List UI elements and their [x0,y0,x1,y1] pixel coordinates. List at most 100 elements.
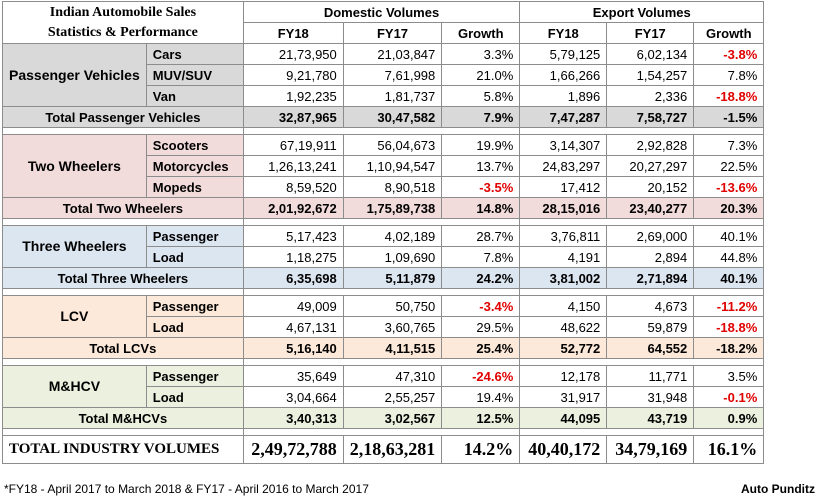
value-cell: 7.8% [441,246,521,268]
table-row: Three Wheelers Passenger 5,17,423 4,02,189 2… [2,225,765,268]
brand-label: Auto Punditz [741,482,815,496]
spacer-cell [2,358,147,366]
value-cell: 11,771 [606,365,695,387]
value-cell: 3,76,811 [519,225,608,247]
subcategory-label: Mopeds [145,176,244,198]
spacer-cell [519,218,607,226]
title-line-2: Statistics & Performance [47,24,198,40]
value-cell: 1,66,266 [519,64,608,86]
total-value-cell: 43,719 [606,407,695,429]
value-cell: 20,152 [606,176,695,198]
table-row: Two Wheelers Scooters 67,19,911 56,04,673 19… [2,134,765,198]
value-cell: 2,894 [606,246,695,268]
total-value-cell: 3,81,002 [519,267,608,289]
grand-total-value: 14.2% [441,435,521,464]
category-label: LCV [2,295,147,338]
value-cell: 4,150 [519,295,608,317]
value-cell: 1,18,275 [242,246,344,268]
spacer-cell [442,289,520,296]
col-export-fy17: FY17 [606,22,695,44]
value-cell: 5,79,125 [519,43,608,65]
value-cell: 2,92,828 [606,134,695,156]
export-header: Export Volumes [519,1,765,23]
spacer-cell [242,218,344,226]
value-cell: 40.1% [693,225,765,247]
total-label: Total Two Wheelers [2,197,244,219]
total-label: Total Three Wheelers [2,267,244,289]
spacer-cell [442,219,520,226]
sales-table: Indian Automobile Sales Statistics & Per… [2,1,765,464]
subcategory-label: Load [145,386,244,408]
spacer-cell [242,358,344,366]
value-cell: 4,67,131 [242,316,344,338]
table-row: MUV/SUV 9,21,780 7,61,998 21.0% 1,66,266 1,54… [3,64,765,86]
grand-total-value: 2,18,63,281 [342,435,443,464]
table-row: Motorcycles 1,26,13,241 1,10,94,547 13.7% 24… [3,155,765,177]
value-cell: -3.4% [441,295,521,317]
spacer-row [2,358,765,366]
value-cell: -18.8% [693,85,765,107]
total-value-cell: 64,552 [606,337,695,359]
value-cell: 21,73,950 [242,43,344,65]
total-value-cell: 40.1% [693,267,765,289]
table-row: M&HCV Passenger 35,649 47,310 -24.6% 12,178 11… [2,365,765,408]
value-cell: 19.9% [441,134,521,156]
value-cell: 29.5% [441,316,521,338]
value-cell: 67,19,911 [242,134,344,156]
value-cell: 5,17,423 [242,225,344,247]
value-cell: -11.2% [693,295,765,317]
value-cell: -0.1% [693,386,765,408]
total-value-cell: 52,772 [519,337,608,359]
value-cell: 12,178 [519,365,608,387]
grand-total-value: 40,40,172 [519,435,608,464]
value-cell: 1,92,235 [242,85,344,107]
total-row: Total Three Wheelers 6,35,698 5,11,879 24.2… [2,267,765,289]
spacer-cell [242,288,344,296]
value-cell: 9,21,780 [242,64,344,86]
value-cell: -3.8% [693,43,765,65]
category-label: Two Wheelers [2,134,147,198]
category-label: Passenger Vehicles [2,43,147,107]
spacer-cell [607,128,694,135]
total-label: Total Passenger Vehicles [2,106,244,128]
total-value-cell: 44,095 [519,407,608,429]
total-value-cell: 24.2% [441,267,521,289]
total-value-cell: 14.8% [441,197,521,219]
spacer-cell [2,127,147,135]
subcategory-label: Passenger [145,365,244,387]
spacer-cell [519,358,607,366]
value-cell: 3,14,307 [519,134,608,156]
value-cell: 35,649 [242,365,344,387]
value-cell: 5.8% [441,85,521,107]
value-cell: 22.5% [693,155,765,177]
value-cell: 17,412 [519,176,608,198]
category-label: Three Wheelers [2,225,147,268]
total-value-cell: 7,58,727 [606,106,695,128]
value-cell: -18.8% [693,316,765,338]
grand-total-row: TOTAL INDUSTRY VOLUMES 2,49,72,788 2,18,63… [2,435,765,464]
category-label: M&HCV [2,365,147,408]
table-row: LCV Passenger 49,009 50,750 -3.4% 4,150 4,673-… [2,295,765,338]
value-cell: 56,04,673 [342,134,443,156]
value-cell: 21.0% [441,64,521,86]
spacer-cell [2,428,147,436]
spacer-cell [146,219,243,226]
value-cell: 1,81,737 [342,85,443,107]
value-cell: 48,622 [519,316,608,338]
value-cell: -3.5% [441,176,521,198]
spacer-cell [2,288,147,296]
subcategory-label: Passenger [145,225,244,247]
spacer-cell [442,128,520,135]
spacer-cell [242,127,344,135]
value-cell: 3.5% [693,365,765,387]
spacer-row [2,218,765,226]
spacer-cell [343,289,442,296]
spacer-row [2,428,765,436]
spacer-cell [146,359,243,366]
total-value-cell: 5,16,140 [242,337,344,359]
spacer-cell [693,288,765,296]
subcategory-label: Motorcycles [145,155,244,177]
spacer-cell [607,219,694,226]
value-cell: 1,54,257 [606,64,695,86]
value-cell: 20,27,297 [606,155,695,177]
